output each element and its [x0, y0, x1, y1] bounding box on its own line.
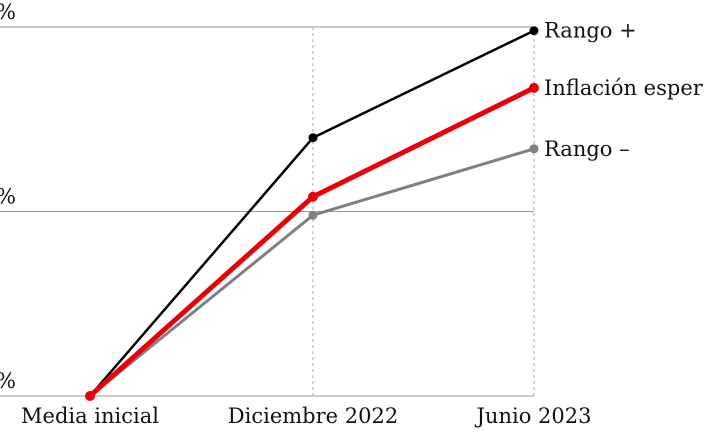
data-point	[308, 210, 318, 220]
data-point	[529, 144, 539, 154]
y-tick-label: %	[0, 369, 16, 393]
series-label: Rango –	[544, 137, 630, 161]
y-tick-label: %	[0, 0, 16, 24]
y-tick-label: %	[0, 185, 16, 209]
data-point	[308, 133, 318, 143]
data-point	[85, 391, 95, 401]
x-tick-label: Diciembre 2022	[228, 404, 398, 428]
x-tick-label: Media inicial	[21, 404, 159, 428]
data-point	[308, 191, 318, 202]
data-point	[529, 26, 539, 36]
series-label: Inflación esperada	[544, 76, 704, 100]
data-point	[529, 82, 539, 93]
series-line	[89, 147, 535, 398]
x-tick-label: Junio 2023	[475, 404, 592, 428]
series-label: Rango +	[544, 19, 637, 43]
